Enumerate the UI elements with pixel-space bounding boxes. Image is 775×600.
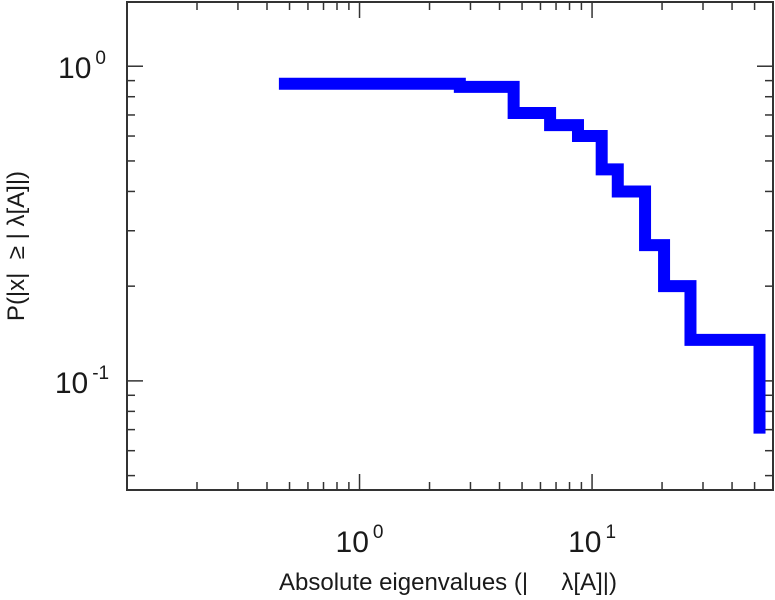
x-axis-title: Absolute eigenvalues (| λ[A]|) xyxy=(279,569,617,596)
minor-ticks xyxy=(127,2,773,490)
x-tick-label: 10 0 xyxy=(336,522,384,559)
series-layer xyxy=(278,77,766,434)
x-tick-label: 10 1 xyxy=(568,522,616,559)
tick-labels: 10 0 10 1 10 -1 10 0 xyxy=(55,48,616,559)
plot-area: 10 0 10 1 10 -1 10 0 xyxy=(55,1,774,559)
y-tick-label: 10 -1 xyxy=(55,363,109,400)
y-tick-label: 10 0 xyxy=(58,48,106,85)
major-ticks xyxy=(127,2,773,490)
ccdf-step-line xyxy=(278,77,766,434)
plot-frame xyxy=(126,1,774,491)
y-axis-title: P(|x| ≥ | λ[A]|) xyxy=(3,171,30,321)
